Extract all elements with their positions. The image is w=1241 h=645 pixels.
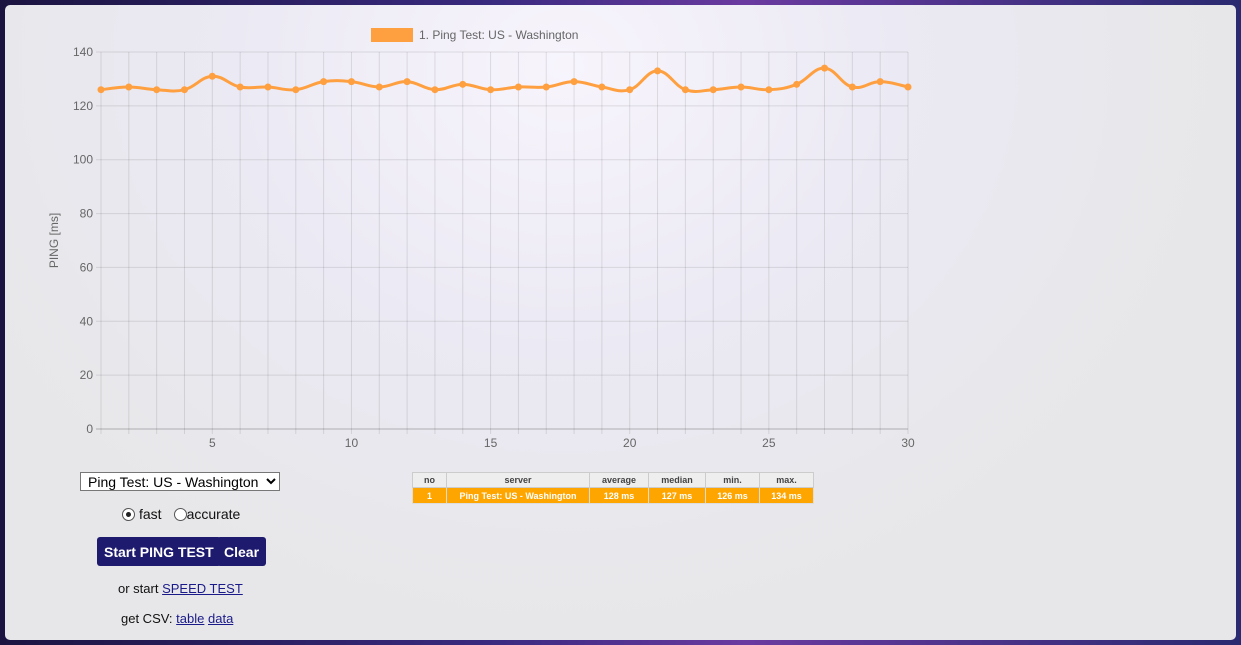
data-point bbox=[570, 78, 578, 86]
x-tick-label: 20 bbox=[623, 436, 637, 450]
data-point bbox=[236, 83, 244, 91]
speed-test-line: or start SPEED TEST bbox=[118, 581, 243, 596]
cell-server: Ping Test: US - Washington bbox=[446, 487, 590, 504]
start-ping-test-button[interactable]: Start PING TEST bbox=[97, 537, 221, 566]
csv-data-link[interactable]: data bbox=[208, 611, 234, 626]
ping-chart: 0 20 40 60 80 100 120 140 5 10 15 20 25 30 PING [ms] bbox=[47, 45, 915, 450]
data-point bbox=[737, 83, 745, 91]
data-point bbox=[821, 64, 829, 72]
header-no: no bbox=[412, 472, 447, 488]
main-panel: 0 20 40 60 80 100 120 140 5 10 15 20 25 30 PING [ms] 1… bbox=[5, 5, 1236, 640]
table-row: 1 Ping Test: US - Washington 128 ms 127 … bbox=[412, 487, 814, 504]
cell-median: 127 ms bbox=[648, 487, 706, 504]
csv-table-link[interactable]: table bbox=[176, 611, 205, 626]
cell-no: 1 bbox=[412, 487, 447, 504]
data-point bbox=[709, 86, 717, 94]
x-tick-label: 30 bbox=[901, 436, 915, 450]
legend-swatch[interactable] bbox=[371, 28, 413, 42]
cell-min: 126 ms bbox=[705, 487, 760, 504]
series-line bbox=[100, 66, 909, 93]
header-max: max. bbox=[759, 472, 814, 488]
data-point bbox=[626, 86, 634, 94]
mode-radio-group: fast accurate bbox=[122, 506, 240, 522]
data-point bbox=[681, 86, 689, 94]
legend-label[interactable]: 1. Ping Test: US - Washington bbox=[419, 28, 579, 42]
data-point bbox=[125, 83, 133, 91]
y-axis-label: PING [ms] bbox=[47, 213, 61, 268]
data-point bbox=[292, 86, 300, 94]
cell-average: 128 ms bbox=[589, 487, 649, 504]
data-point bbox=[765, 86, 773, 94]
fast-label[interactable]: fast bbox=[139, 506, 162, 522]
data-point bbox=[153, 86, 161, 94]
y-tick-label: 80 bbox=[80, 207, 94, 221]
data-point bbox=[598, 83, 606, 91]
y-tick-label: 100 bbox=[73, 153, 93, 167]
table-header-row: no server average median min. max. bbox=[412, 472, 814, 488]
or-start-text: or start bbox=[118, 581, 159, 596]
header-average: average bbox=[589, 472, 649, 488]
results-table: no server average median min. max. 1 Pin… bbox=[412, 472, 814, 504]
data-point bbox=[264, 83, 272, 91]
data-point bbox=[431, 86, 439, 94]
clear-button[interactable]: Clear bbox=[217, 537, 267, 566]
accurate-label[interactable]: accurate bbox=[186, 506, 241, 522]
accurate-radio[interactable] bbox=[173, 507, 187, 521]
data-point bbox=[180, 86, 188, 94]
y-tick-label: 0 bbox=[86, 422, 93, 436]
server-select[interactable]: Ping Test: US - Washington bbox=[80, 472, 280, 491]
data-point bbox=[654, 67, 662, 75]
y-tick-label: 140 bbox=[73, 45, 93, 59]
data-point bbox=[403, 78, 411, 86]
data-point bbox=[459, 80, 467, 88]
data-point bbox=[514, 83, 522, 91]
data-point bbox=[375, 83, 383, 91]
x-tick-label: 15 bbox=[484, 436, 498, 450]
data-point bbox=[320, 78, 328, 86]
y-tick-label: 60 bbox=[80, 260, 94, 274]
x-tick-label: 25 bbox=[762, 436, 776, 450]
cell-max: 134 ms bbox=[759, 487, 814, 504]
fast-radio[interactable] bbox=[122, 507, 135, 521]
y-tick-label: 120 bbox=[73, 99, 93, 113]
get-csv-text: get CSV: bbox=[121, 611, 173, 626]
speed-test-link[interactable]: SPEED TEST bbox=[162, 581, 243, 596]
header-min: min. bbox=[705, 472, 760, 488]
data-point bbox=[97, 86, 105, 94]
header-median: median bbox=[648, 472, 706, 488]
y-tick-label: 40 bbox=[80, 314, 94, 328]
data-point bbox=[542, 83, 550, 91]
data-point bbox=[793, 80, 801, 88]
data-point bbox=[848, 83, 856, 91]
data-point bbox=[876, 78, 884, 86]
data-point bbox=[347, 78, 355, 86]
y-tick-label: 20 bbox=[80, 368, 94, 382]
x-tick-label: 5 bbox=[209, 436, 216, 450]
header-server: server bbox=[446, 472, 590, 488]
csv-line: get CSV: table data bbox=[121, 611, 233, 626]
data-point bbox=[904, 83, 912, 91]
data-point bbox=[487, 86, 495, 94]
data-point bbox=[208, 72, 216, 80]
x-tick-label: 10 bbox=[345, 436, 359, 450]
